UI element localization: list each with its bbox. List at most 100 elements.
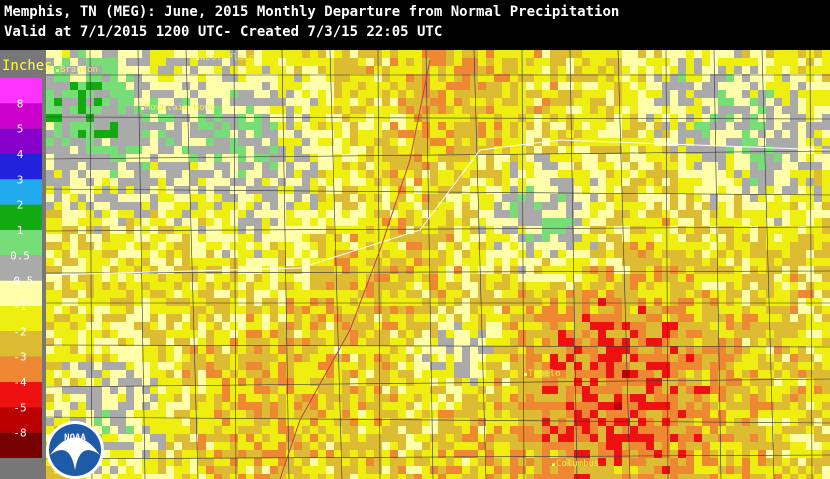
map-cell bbox=[710, 226, 718, 234]
map-cell bbox=[94, 306, 102, 314]
map-cell bbox=[486, 210, 494, 218]
map-cell bbox=[510, 362, 518, 370]
map-cell bbox=[462, 242, 470, 250]
map-cell bbox=[422, 138, 430, 146]
map-cell bbox=[822, 194, 830, 202]
map-cell bbox=[446, 290, 454, 298]
map-cell bbox=[358, 330, 366, 338]
map-cell bbox=[374, 338, 382, 346]
map-cell bbox=[246, 186, 254, 194]
map-cell bbox=[598, 162, 606, 170]
map-cell bbox=[126, 98, 134, 106]
map-cell bbox=[206, 194, 214, 202]
map-cell bbox=[582, 258, 590, 266]
map-cell bbox=[614, 202, 622, 210]
map-cell bbox=[646, 290, 654, 298]
map-cell bbox=[574, 306, 582, 314]
map-cell bbox=[654, 122, 662, 130]
map-cell bbox=[278, 74, 286, 82]
map-cell bbox=[486, 410, 494, 418]
map-cell bbox=[582, 386, 590, 394]
map-cell bbox=[110, 186, 118, 194]
map-cell bbox=[310, 98, 318, 106]
map-cell bbox=[254, 138, 262, 146]
map-cell bbox=[782, 386, 790, 394]
map-cell bbox=[342, 146, 350, 154]
map-cell bbox=[790, 250, 798, 258]
map-cell bbox=[358, 74, 366, 82]
map-cell bbox=[142, 370, 150, 378]
map-cell bbox=[814, 202, 822, 210]
map-cell bbox=[510, 226, 518, 234]
map-cell bbox=[742, 202, 750, 210]
map-cell bbox=[750, 330, 758, 338]
map-cell bbox=[438, 362, 446, 370]
map-cell bbox=[406, 450, 414, 458]
map-cell bbox=[366, 378, 374, 386]
map-cell bbox=[414, 314, 422, 322]
map-cell bbox=[822, 98, 830, 106]
map-cell bbox=[286, 378, 294, 386]
map-cell bbox=[110, 122, 118, 130]
map-cell bbox=[278, 234, 286, 242]
map-cell bbox=[494, 442, 502, 450]
map-cell bbox=[670, 226, 678, 234]
map-cell bbox=[310, 202, 318, 210]
map-cell bbox=[750, 266, 758, 274]
map-cell bbox=[574, 418, 582, 426]
map-cell bbox=[710, 178, 718, 186]
map-cell bbox=[110, 426, 118, 434]
map-cell bbox=[630, 210, 638, 218]
map-cell bbox=[134, 426, 142, 434]
map-cell bbox=[54, 90, 62, 98]
map-cell bbox=[118, 314, 126, 322]
map-cell bbox=[510, 290, 518, 298]
map-cell bbox=[142, 274, 150, 282]
map-cell bbox=[246, 202, 254, 210]
map-cell bbox=[342, 186, 350, 194]
map-cell bbox=[198, 90, 206, 98]
map-cell bbox=[438, 314, 446, 322]
map-cell bbox=[614, 250, 622, 258]
map-cell bbox=[478, 50, 486, 58]
map-cell bbox=[734, 66, 742, 74]
map-cell bbox=[302, 442, 310, 450]
map-cell bbox=[102, 434, 110, 442]
map-cell bbox=[150, 90, 158, 98]
map-cell bbox=[150, 138, 158, 146]
map-cell bbox=[198, 218, 206, 226]
map-cell bbox=[534, 370, 542, 378]
map-cell bbox=[166, 130, 174, 138]
map-cell bbox=[638, 242, 646, 250]
map-cell bbox=[382, 106, 390, 114]
map-cell bbox=[110, 82, 118, 90]
map-cell bbox=[758, 314, 766, 322]
map-cell bbox=[758, 378, 766, 386]
map-cell bbox=[318, 202, 326, 210]
map-cell bbox=[742, 386, 750, 394]
map-cell bbox=[630, 218, 638, 226]
map-cell bbox=[558, 346, 566, 354]
map-cell bbox=[246, 258, 254, 266]
map-cell bbox=[518, 450, 526, 458]
map-cell bbox=[286, 330, 294, 338]
map-cell bbox=[534, 258, 542, 266]
map-cell bbox=[654, 282, 662, 290]
map-cell bbox=[358, 226, 366, 234]
map-cell bbox=[710, 426, 718, 434]
map-cell bbox=[214, 146, 222, 154]
map-cell bbox=[342, 378, 350, 386]
map-cell bbox=[398, 346, 406, 354]
map-cell bbox=[606, 266, 614, 274]
map-cell bbox=[446, 146, 454, 154]
map-cell bbox=[262, 418, 270, 426]
map-cell bbox=[598, 218, 606, 226]
map-cell bbox=[318, 362, 326, 370]
map-cell bbox=[326, 378, 334, 386]
map-cell bbox=[446, 394, 454, 402]
map-cell bbox=[798, 362, 806, 370]
map-cell bbox=[430, 210, 438, 218]
map-cell bbox=[486, 82, 494, 90]
map-cell bbox=[246, 74, 254, 82]
map-cell bbox=[150, 178, 158, 186]
